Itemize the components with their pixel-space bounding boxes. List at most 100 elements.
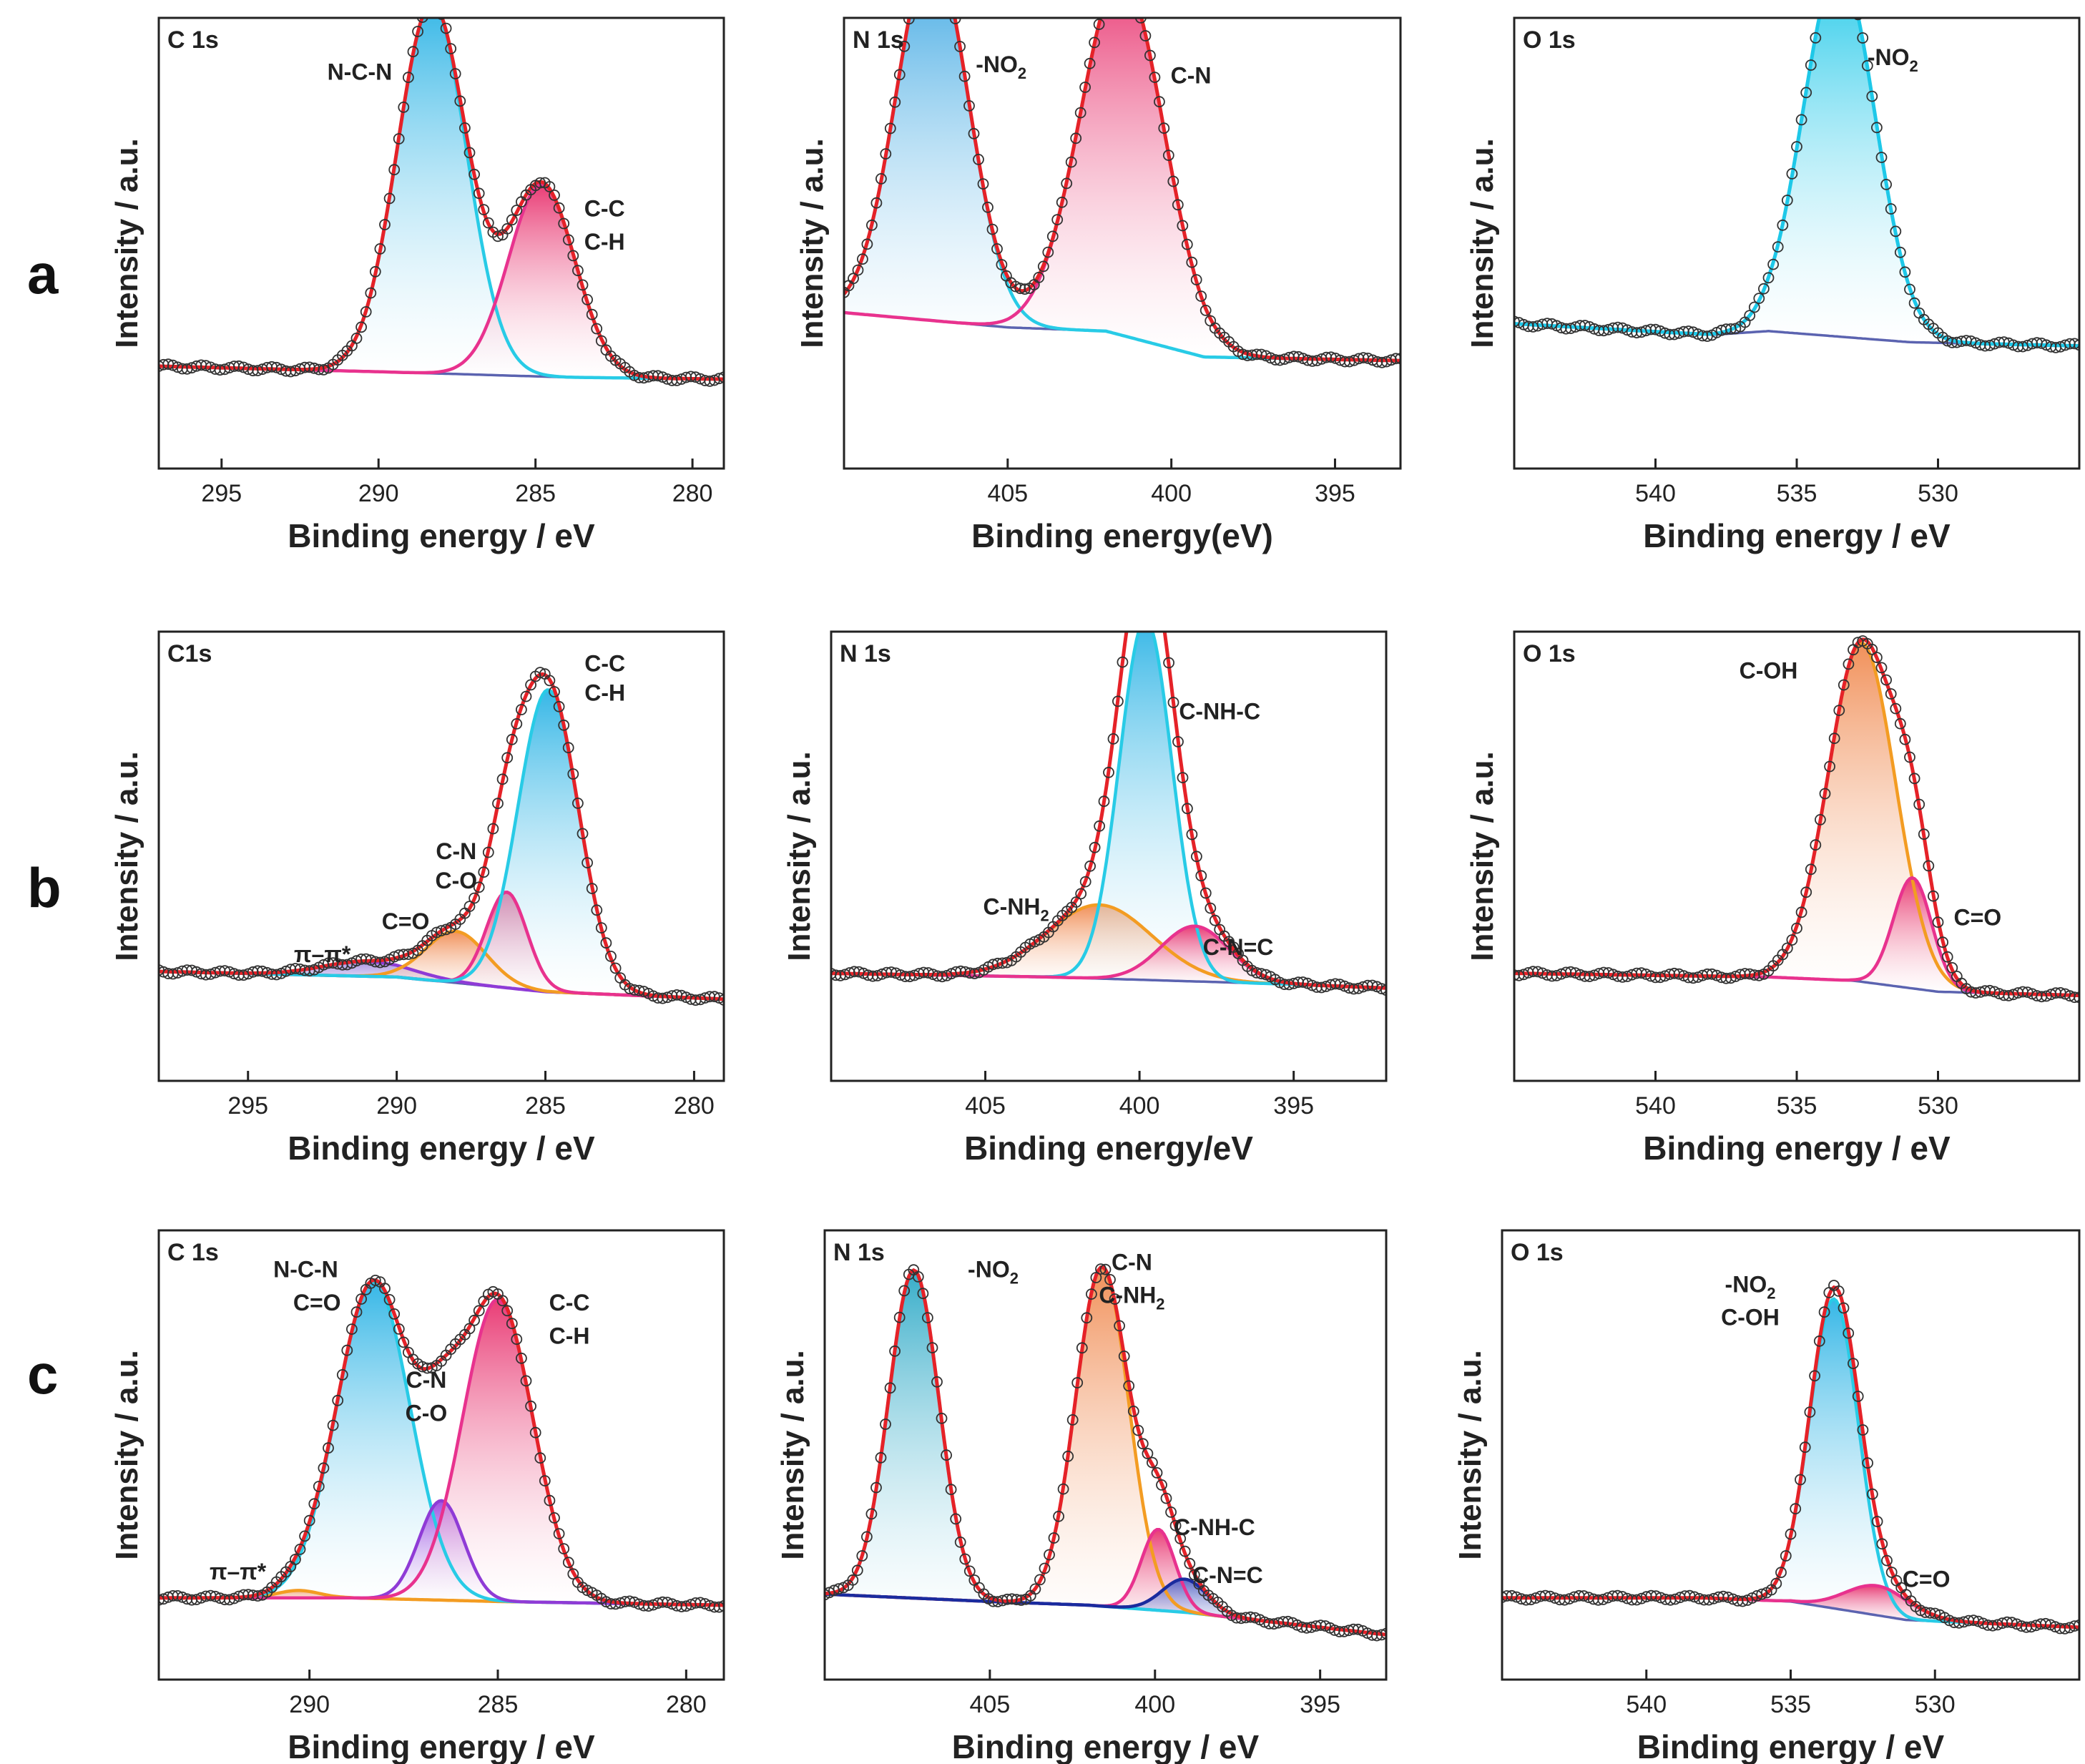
data-point bbox=[1104, 1274, 1116, 1285]
x-tick-label: 535 bbox=[1777, 480, 1817, 507]
peak-annotation: C=O bbox=[293, 1290, 341, 1315]
data-point bbox=[534, 177, 546, 189]
x-axis-label: Binding energy / eV bbox=[952, 1728, 1260, 1764]
data-point bbox=[534, 1452, 546, 1464]
data-point bbox=[2069, 338, 2079, 350]
data-point bbox=[492, 798, 504, 810]
data-point bbox=[501, 752, 514, 764]
data-point bbox=[1805, 59, 1817, 71]
panel-label: O 1s bbox=[1523, 640, 1576, 667]
data-point bbox=[718, 994, 724, 1006]
x-tick-label: 290 bbox=[289, 1691, 330, 1718]
data-point bbox=[1142, 1448, 1154, 1459]
data-point bbox=[549, 686, 560, 697]
data-point bbox=[1114, 1320, 1125, 1332]
x-axis-label: Binding energy / eV bbox=[288, 1728, 595, 1764]
x-tick-label: 295 bbox=[201, 480, 242, 507]
raw-data-points bbox=[1502, 1280, 2079, 1635]
data-point bbox=[350, 1306, 363, 1318]
data-point bbox=[1913, 798, 1925, 810]
data-point bbox=[1039, 1562, 1051, 1574]
data-point bbox=[1894, 717, 1906, 730]
data-point bbox=[1158, 122, 1170, 134]
data-point bbox=[1757, 283, 1770, 295]
data-point bbox=[1191, 851, 1202, 863]
data-point bbox=[1753, 969, 1765, 981]
data-point bbox=[341, 1344, 353, 1356]
data-point bbox=[1813, 1335, 1825, 1347]
peak-fill-1 bbox=[825, 1270, 1386, 1635]
data-point bbox=[516, 1352, 527, 1364]
row-label-b: b bbox=[27, 856, 62, 919]
data-point bbox=[1172, 736, 1184, 748]
x-axis-label: Binding energy/eV bbox=[964, 1130, 1253, 1167]
y-axis-label: Intensity / a.u. bbox=[1465, 138, 1500, 348]
data-point bbox=[1380, 1627, 1386, 1640]
annotation-subscript: 2 bbox=[1156, 1295, 1164, 1313]
peak-annotation: C-C bbox=[549, 1290, 590, 1315]
data-point bbox=[1139, 30, 1152, 41]
data-point bbox=[1181, 238, 1193, 250]
data-point bbox=[605, 951, 617, 962]
chart-panel-2: 405 400 395 Binding energy(eV) Intensity / a… bbox=[795, 16, 1402, 554]
data-point bbox=[1117, 656, 1129, 668]
data-point bbox=[718, 371, 724, 383]
data-point bbox=[973, 153, 984, 165]
chart-panel-7: 290 285 280 Binding energy / eV Intensity / … bbox=[109, 1229, 725, 1764]
data-point bbox=[1701, 330, 1713, 342]
data-point bbox=[1597, 1594, 1609, 1605]
data-point bbox=[1237, 348, 1249, 361]
data-point bbox=[1775, 1567, 1787, 1579]
data-point bbox=[506, 214, 518, 226]
data-point bbox=[1375, 1629, 1386, 1641]
data-point bbox=[1885, 688, 1897, 700]
data-point bbox=[1320, 351, 1333, 363]
annotation-text: C-NH bbox=[983, 893, 1041, 919]
data-point bbox=[889, 96, 901, 108]
data-point bbox=[1578, 1590, 1590, 1602]
data-point bbox=[1089, 36, 1100, 49]
data-point bbox=[591, 323, 603, 335]
panel-label: O 1s bbox=[1523, 26, 1576, 54]
data-point bbox=[1799, 1441, 1811, 1454]
data-point bbox=[913, 968, 925, 979]
data-point bbox=[1866, 1488, 1878, 1500]
annotation-text: -NO bbox=[1725, 1271, 1767, 1297]
data-point bbox=[511, 718, 523, 730]
data-point bbox=[407, 46, 419, 58]
data-point bbox=[884, 122, 896, 134]
data-point bbox=[1753, 293, 1765, 305]
data-point bbox=[898, 1285, 911, 1297]
data-point bbox=[1890, 225, 1902, 237]
data-point bbox=[1772, 241, 1784, 253]
data-point bbox=[398, 1336, 410, 1348]
data-point bbox=[1885, 1567, 1898, 1578]
data-point bbox=[991, 242, 1003, 255]
data-point bbox=[609, 962, 622, 974]
data-point bbox=[1890, 702, 1902, 715]
y-axis-label: Intensity / a.u. bbox=[795, 138, 830, 348]
data-point bbox=[1051, 214, 1064, 226]
data-point bbox=[2021, 986, 2034, 998]
data-point bbox=[1929, 1607, 1941, 1620]
annotation-text: C-NH-C bbox=[1174, 1514, 1255, 1540]
data-point bbox=[1169, 1519, 1182, 1532]
data-point bbox=[1880, 674, 1893, 686]
y-axis-label: Intensity / a.u. bbox=[775, 1350, 810, 1559]
data-point bbox=[954, 1536, 966, 1548]
data-point bbox=[463, 901, 476, 912]
data-point bbox=[959, 1553, 971, 1565]
data-point bbox=[1135, 18, 1147, 24]
data-point bbox=[1932, 916, 1944, 928]
data-point bbox=[1075, 888, 1087, 900]
data-point bbox=[1132, 564, 1142, 574]
x-tick-label: 280 bbox=[674, 1092, 715, 1119]
data-point bbox=[553, 202, 565, 214]
data-point bbox=[478, 204, 490, 216]
peak-annotation: C-N bbox=[1171, 63, 1212, 89]
data-point bbox=[1777, 219, 1789, 231]
data-point bbox=[252, 1590, 264, 1602]
plot-frame bbox=[157, 1229, 725, 1681]
data-point bbox=[1762, 272, 1775, 284]
data-point bbox=[572, 265, 584, 277]
